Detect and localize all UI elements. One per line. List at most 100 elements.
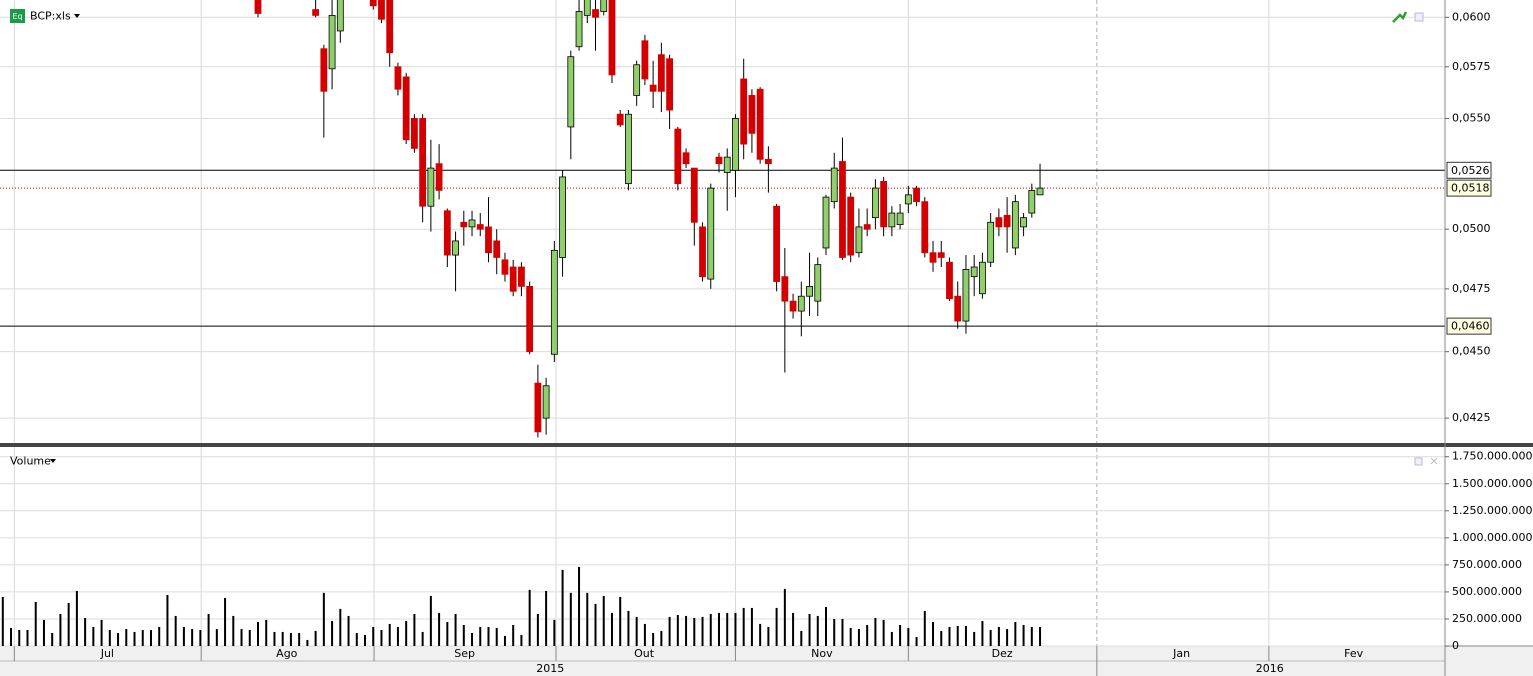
candle-body <box>806 285 813 297</box>
candle-body <box>871 187 879 219</box>
volume-bar <box>685 615 688 646</box>
volume-bar <box>51 633 54 646</box>
volume-bar <box>273 631 276 646</box>
volume-bar <box>923 610 926 646</box>
volume-bar <box>956 625 959 646</box>
candle-body <box>954 295 962 322</box>
volume-bar <box>405 621 408 646</box>
panel-icon[interactable] <box>1414 12 1424 22</box>
candle-body <box>929 252 937 263</box>
title-dropdown[interactable] <box>50 459 56 463</box>
volume-bar <box>561 569 564 646</box>
volume-bar <box>100 619 103 646</box>
volume-bar <box>1 596 4 646</box>
candle-body <box>435 163 443 191</box>
volume-bar <box>792 612 795 646</box>
volume-bar <box>26 629 29 646</box>
volume-bar <box>602 595 605 646</box>
candle-body <box>526 285 534 353</box>
volume-bar <box>717 612 720 646</box>
candle-body <box>320 48 328 92</box>
candle-body <box>847 196 855 256</box>
candle-body <box>666 58 673 111</box>
x-tick-label: Jul <box>100 647 114 660</box>
candle-body <box>880 181 888 228</box>
volume-bar <box>553 619 556 646</box>
candle-body <box>1020 217 1027 228</box>
panel-icon[interactable] <box>1414 457 1423 466</box>
volume-bar <box>265 619 268 646</box>
volume-bar <box>874 617 877 646</box>
volume-bar <box>545 590 548 646</box>
trend-icon[interactable] <box>1392 11 1408 23</box>
candle-body <box>715 156 723 165</box>
chart-title: Volume <box>10 455 51 468</box>
candle-body <box>328 14 336 70</box>
candle-body <box>592 9 599 18</box>
candle-body <box>937 252 945 258</box>
volume-bar <box>660 630 663 646</box>
candle-body <box>674 128 682 185</box>
candle-body <box>575 11 583 48</box>
volume-bar <box>676 614 679 646</box>
x-tick-label: Jan <box>1172 647 1190 660</box>
volume-bar <box>331 621 334 646</box>
candle-body <box>839 161 846 258</box>
volume-bar <box>149 629 152 646</box>
candle-body <box>764 158 772 165</box>
volume-bar <box>306 639 309 646</box>
chart-title: BCP:xls <box>30 10 71 23</box>
volume-bar <box>108 629 111 646</box>
volume-bar <box>1006 629 1009 646</box>
candle-body <box>460 221 468 228</box>
volume-bar <box>586 592 589 646</box>
candle-body <box>452 240 459 256</box>
candle-body <box>657 54 665 92</box>
candle-body <box>386 0 394 54</box>
candle-body <box>707 187 715 280</box>
level-label: 0,0526 <box>1451 164 1490 177</box>
candle-body <box>369 0 377 7</box>
volume-bar <box>520 634 523 646</box>
volume-bar <box>298 633 301 646</box>
candle-body <box>378 0 385 20</box>
candle-body <box>748 95 756 134</box>
volume-bar <box>915 637 918 646</box>
volume-bar <box>709 613 712 646</box>
volume-bar <box>882 619 885 646</box>
candle-body <box>962 269 970 322</box>
volume-bar <box>899 625 902 646</box>
candle-body <box>254 0 262 14</box>
year-label: 2016 <box>1256 662 1284 675</box>
candle-body <box>501 259 509 275</box>
volume-bar <box>800 630 803 646</box>
volume-bar <box>199 629 202 646</box>
title-dropdown[interactable] <box>74 14 80 18</box>
volume-bar <box>355 633 358 646</box>
candle-body <box>797 295 805 312</box>
volume-bar <box>84 617 87 646</box>
candle-body <box>699 226 706 278</box>
volume-bar <box>989 629 992 646</box>
candle-body <box>608 0 616 76</box>
x-tick-label: Dez <box>992 647 1013 660</box>
candle-body <box>855 226 863 254</box>
volume-bar <box>816 615 819 646</box>
volume-bars <box>1 566 1042 646</box>
volume-bar <box>479 626 482 646</box>
volume-bar <box>446 621 449 646</box>
candle-body <box>1028 189 1036 214</box>
volume-bar <box>857 629 860 646</box>
x-tick-label: Sep <box>454 647 475 660</box>
volume-bar <box>610 612 613 646</box>
volume-bar <box>940 630 943 646</box>
volume-bar <box>849 627 852 646</box>
candle-body <box>987 221 995 263</box>
volume-bar <box>693 617 696 646</box>
candle-body <box>567 56 575 128</box>
close-icon[interactable] <box>1430 457 1438 465</box>
candle-body <box>888 212 896 228</box>
volume-bar <box>281 631 284 646</box>
